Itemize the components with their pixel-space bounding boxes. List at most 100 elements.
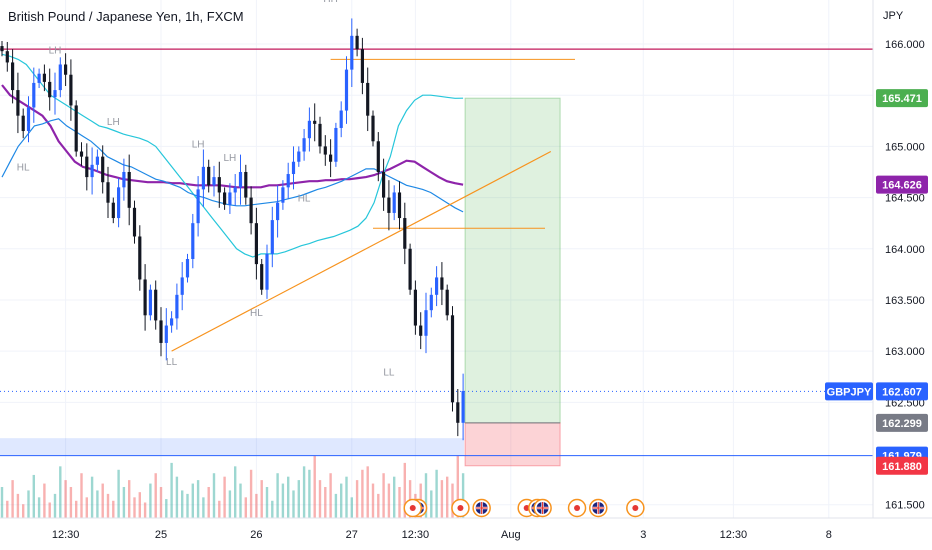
time-tick-label: 26 xyxy=(250,529,262,541)
candlesticks xyxy=(0,18,465,441)
event-dot-icon[interactable] xyxy=(626,498,645,518)
pivot-label-lh: LH xyxy=(49,45,62,56)
volume-bar xyxy=(440,480,444,518)
candle-body xyxy=(339,110,343,128)
volume-bar xyxy=(165,499,168,518)
volume-bar xyxy=(138,492,141,518)
svg-text:GBPJPY: GBPJPY xyxy=(827,386,872,398)
volume-bar xyxy=(366,466,369,518)
volume-bar xyxy=(186,493,189,518)
volume-bar xyxy=(11,480,14,518)
event-dot-icon[interactable] xyxy=(451,498,470,518)
volume-bar xyxy=(382,473,385,518)
time-tick-label: 8 xyxy=(826,529,832,541)
candle-body xyxy=(95,156,99,165)
svg-text:165.471: 165.471 xyxy=(882,93,922,105)
volume-bar xyxy=(308,469,311,518)
ascending-trendline xyxy=(171,150,552,352)
candle-body xyxy=(334,127,338,162)
volume-bar xyxy=(324,487,327,518)
pivot-label-lh: LH xyxy=(107,117,120,128)
volume-bar xyxy=(202,497,205,518)
volume-bar xyxy=(398,487,401,518)
candle-body xyxy=(207,166,211,186)
volume-bar xyxy=(334,493,338,518)
time-axis[interactable]: 12:30 25 26 27 12:30 Aug 3 12:30 8 xyxy=(0,517,932,541)
candle-body xyxy=(201,166,205,190)
candle-body xyxy=(238,171,243,188)
candle-body xyxy=(291,161,296,175)
candle-body xyxy=(217,177,221,193)
chart-title: British Pound / Japanese Yen, 1h, FXCM xyxy=(8,9,244,24)
volume-bar xyxy=(297,480,300,518)
volume-bar xyxy=(255,493,258,518)
time-tick-label: Aug xyxy=(501,529,521,541)
volume-bar xyxy=(318,480,322,518)
candle-body xyxy=(26,107,31,132)
price-tick-label: 166.000 xyxy=(885,39,925,51)
loss-zone xyxy=(464,422,561,467)
price-tick-label: 164.500 xyxy=(885,193,925,205)
trade-zones xyxy=(0,97,561,467)
volume-bar xyxy=(239,483,242,518)
candle-body xyxy=(376,141,380,172)
pivot-label-lh: LH xyxy=(192,140,205,151)
currency-label: JPY xyxy=(883,10,904,22)
volume-bar xyxy=(461,473,465,518)
volume-bar xyxy=(128,480,131,518)
ma-price-label: 164.626 xyxy=(876,175,928,194)
candle-body xyxy=(132,207,137,237)
entry-price-label: 162.299 xyxy=(876,413,928,432)
candle-body xyxy=(48,81,52,98)
candle-body xyxy=(461,391,465,423)
volume-bar xyxy=(345,476,348,518)
event-dot-icon[interactable] xyxy=(567,498,587,518)
candle-body xyxy=(344,69,349,111)
volume-bar xyxy=(292,490,295,518)
candle-body xyxy=(419,325,423,336)
volume-bar xyxy=(371,483,375,518)
svg-text:162.607: 162.607 xyxy=(882,386,922,398)
volume-bar xyxy=(22,504,25,518)
uk-flag-event-icon[interactable] xyxy=(472,498,491,518)
candle-body xyxy=(42,73,46,82)
volume-bar xyxy=(122,487,126,518)
symbol-badge: GBPJPY xyxy=(825,382,873,401)
volume-bar xyxy=(393,476,396,518)
volume-bar xyxy=(212,473,216,518)
candle-body xyxy=(180,277,184,295)
volume-bar xyxy=(143,502,147,518)
event-dot-icon[interactable] xyxy=(403,498,422,518)
volume-bars xyxy=(0,456,465,518)
candle-body xyxy=(313,120,317,124)
volume-bar xyxy=(37,497,41,518)
volume-bar xyxy=(287,476,290,518)
candle-body xyxy=(403,218,407,249)
volume-bar xyxy=(48,502,51,518)
volume-bar xyxy=(265,487,269,518)
candle-body xyxy=(101,156,105,183)
candle-body xyxy=(74,105,78,152)
volume-bar xyxy=(302,466,306,518)
candle-body xyxy=(170,318,174,326)
economic-events[interactable] xyxy=(403,498,645,518)
volume-bar xyxy=(133,497,136,518)
uk-flag-event-icon[interactable] xyxy=(589,498,608,518)
candle-body xyxy=(175,294,179,319)
volume-bar xyxy=(260,480,263,518)
volume-bar xyxy=(435,469,438,518)
candle-body xyxy=(143,279,147,316)
candle-body xyxy=(254,223,258,265)
volume-bar xyxy=(69,487,73,518)
candle-body xyxy=(16,90,20,116)
volume-bar xyxy=(403,462,406,518)
price-axis[interactable]: JPY 166.000165.500165.000164.500164.0001… xyxy=(883,10,925,512)
uk-flag-event-icon[interactable] xyxy=(533,498,552,518)
candle-body xyxy=(228,192,232,205)
volume-bar xyxy=(276,473,279,518)
candle-body xyxy=(302,138,306,152)
candle-body xyxy=(270,220,274,254)
volume-bar xyxy=(329,473,332,518)
